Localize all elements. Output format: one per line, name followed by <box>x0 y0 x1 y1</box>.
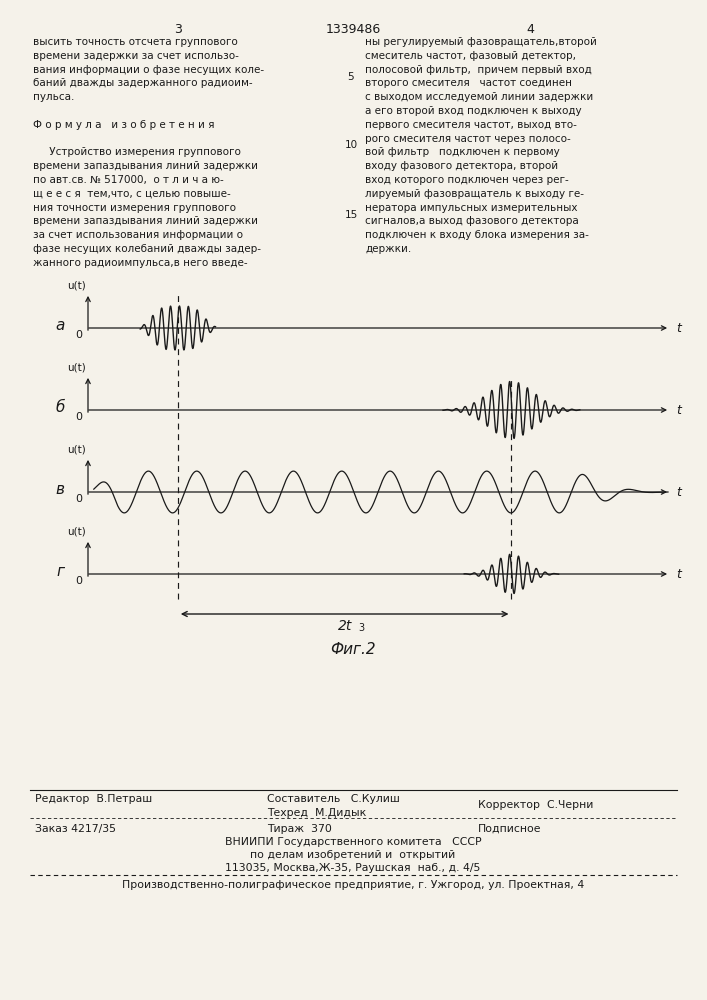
Text: Ф о р м у л а   и з о б р е т е н и я: Ф о р м у л а и з о б р е т е н и я <box>33 120 214 130</box>
Text: 0: 0 <box>75 494 82 504</box>
Text: баний дважды задержанного радиоим-: баний дважды задержанного радиоим- <box>33 78 252 88</box>
Text: 3: 3 <box>358 623 365 633</box>
Text: времени запаздывания линий задержки: времени запаздывания линий задержки <box>33 161 258 171</box>
Text: лируемый фазовращатель к выходу ге-: лируемый фазовращатель к выходу ге- <box>365 189 584 199</box>
Text: ны регулируемый фазовращатель,второй: ны регулируемый фазовращатель,второй <box>365 37 597 47</box>
Text: сигналов,а выход фазового детектора: сигналов,а выход фазового детектора <box>365 216 579 226</box>
Text: 10: 10 <box>344 140 358 150</box>
Text: Тираж  370: Тираж 370 <box>267 824 332 834</box>
Text: нератора импульсных измерительных: нератора импульсных измерительных <box>365 203 578 213</box>
Text: а: а <box>55 318 64 332</box>
Text: Подписное: Подписное <box>478 824 542 834</box>
Text: времени задержки за счет использо-: времени задержки за счет использо- <box>33 51 239 61</box>
Text: Заказ 4217/35: Заказ 4217/35 <box>35 824 116 834</box>
Text: жанного радиоимпульса,в него введе-: жанного радиоимпульса,в него введе- <box>33 258 247 268</box>
Text: u(t): u(t) <box>67 526 86 536</box>
Text: t: t <box>676 322 681 334</box>
Text: Устройство измерения группового: Устройство измерения группового <box>33 147 241 157</box>
Text: 3: 3 <box>174 23 182 36</box>
Text: вход которого подключен через рег-: вход которого подключен через рег- <box>365 175 568 185</box>
Text: полосовой фильтр,  причем первый вход: полосовой фильтр, причем первый вход <box>365 65 592 75</box>
Text: входу фазового детектора, второй: входу фазового детектора, второй <box>365 161 558 171</box>
Text: щ е е с я  тем,что, с целью повыше-: щ е е с я тем,что, с целью повыше- <box>33 189 230 199</box>
Text: а его второй вход подключен к выходу: а его второй вход подключен к выходу <box>365 106 582 116</box>
Text: ния точности измерения группового: ния точности измерения группового <box>33 203 236 213</box>
Text: фазе несущих колебаний дважды задер-: фазе несущих колебаний дважды задер- <box>33 244 261 254</box>
Text: u(t): u(t) <box>67 362 86 372</box>
Text: 1339486: 1339486 <box>325 23 380 36</box>
Text: t: t <box>676 568 681 580</box>
Text: u(t): u(t) <box>67 280 86 290</box>
Text: Фиг.2: Фиг.2 <box>330 642 376 657</box>
Text: за счет использования информации о: за счет использования информации о <box>33 230 243 240</box>
Text: по авт.св. № 517000,  о т л и ч а ю-: по авт.св. № 517000, о т л и ч а ю- <box>33 175 223 185</box>
Text: по делам изобретений и  открытий: по делам изобретений и открытий <box>250 850 455 860</box>
Text: б: б <box>55 399 64 414</box>
Text: с выходом исследуемой линии задержки: с выходом исследуемой линии задержки <box>365 92 593 102</box>
Text: t: t <box>676 486 681 498</box>
Text: рого смесителя частот через полосо-: рого смесителя частот через полосо- <box>365 134 571 144</box>
Text: u(t): u(t) <box>67 444 86 454</box>
Text: Производственно-полиграфическое предприятие, г. Ужгород, ул. Проектная, 4: Производственно-полиграфическое предприя… <box>122 880 584 890</box>
Text: высить точность отсчета группового: высить точность отсчета группового <box>33 37 238 47</box>
Text: 113035, Москва,Ж-35, Раушская  наб., д. 4/5: 113035, Москва,Ж-35, Раушская наб., д. 4… <box>226 863 481 873</box>
Text: второго смесителя   частот соединен: второго смесителя частот соединен <box>365 78 572 88</box>
Text: вой фильтр   подключен к первому: вой фильтр подключен к первому <box>365 147 560 157</box>
Text: Составитель   С.Кулиш: Составитель С.Кулиш <box>267 794 400 804</box>
Text: смеситель частот, фазовый детектор,: смеситель частот, фазовый детектор, <box>365 51 576 61</box>
Text: 15: 15 <box>344 210 358 220</box>
Text: 4: 4 <box>526 23 534 36</box>
Text: г: г <box>56 564 64 578</box>
Text: времени запаздывания линий задержки: времени запаздывания линий задержки <box>33 216 258 226</box>
Text: пульса.: пульса. <box>33 92 74 102</box>
Text: 0: 0 <box>75 412 82 422</box>
Text: Техред  М.Дидык: Техред М.Дидык <box>267 808 366 818</box>
Text: Корректор  С.Черни: Корректор С.Черни <box>478 800 593 810</box>
Text: 0: 0 <box>75 576 82 586</box>
Text: ВНИИПИ Государственного комитета   СССР: ВНИИПИ Государственного комитета СССР <box>225 837 481 847</box>
Text: вания информации о фазе несущих коле-: вания информации о фазе несущих коле- <box>33 65 264 75</box>
Text: 2t: 2t <box>337 619 352 633</box>
Text: 0: 0 <box>75 330 82 340</box>
Text: Редактор  В.Петраш: Редактор В.Петраш <box>35 794 152 804</box>
Text: держки.: держки. <box>365 244 411 254</box>
Text: в: в <box>56 482 64 496</box>
Text: подключен к входу блока измерения за-: подключен к входу блока измерения за- <box>365 230 589 240</box>
Text: t: t <box>676 403 681 416</box>
Text: 5: 5 <box>348 72 354 82</box>
Text: первого смесителя частот, выход вто-: первого смесителя частот, выход вто- <box>365 120 577 130</box>
